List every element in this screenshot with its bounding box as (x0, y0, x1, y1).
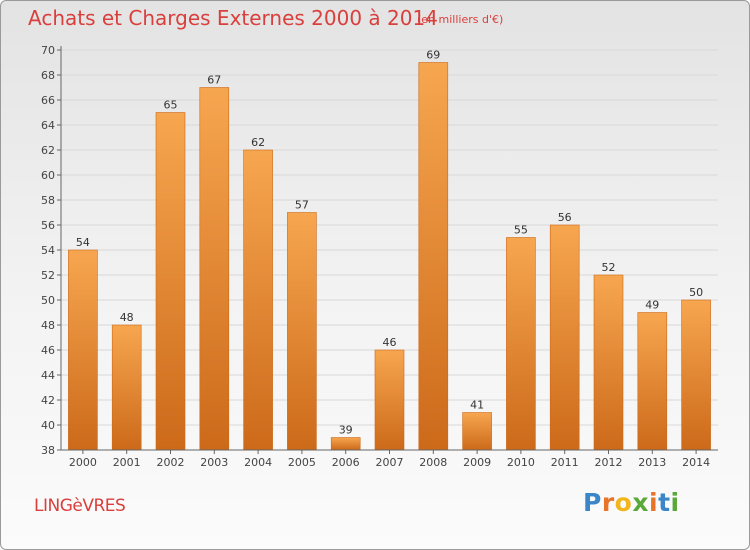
data-label: 55 (514, 224, 528, 237)
x-tick-label: 2009 (463, 456, 491, 469)
data-label: 65 (164, 99, 178, 112)
y-axis-ticks: 38 40 42 44 46 48 50 52 54 56 58 60 62 64 66 68 70 (41, 44, 61, 457)
x-tick-label: 2004 (244, 456, 272, 469)
x-tick-label: 2003 (200, 456, 228, 469)
x-tick-label: 2013 (638, 456, 666, 469)
x-tick-label: 2010 (507, 456, 535, 469)
bar (506, 237, 536, 451)
data-labels: 54 48 65 67 62 57 39 46 69 41 55 56 52 49 50 (76, 49, 703, 437)
data-label: 57 (295, 199, 309, 212)
y-tick-label: 42 (41, 394, 55, 407)
bar (374, 349, 405, 451)
y-tick-label: 44 (41, 369, 55, 382)
bar (199, 87, 230, 451)
bar (68, 249, 98, 451)
logo-letter: t (658, 488, 671, 517)
x-tick-label: 2008 (419, 456, 447, 469)
data-label: 67 (207, 74, 221, 87)
x-tick-label: 2005 (288, 456, 316, 469)
logo-letter: o (614, 488, 633, 517)
data-label: 52 (602, 261, 616, 274)
y-tick-label: 66 (41, 94, 55, 107)
proxiti-logo: Proxiti (583, 488, 680, 517)
x-tick-label: 2002 (157, 456, 185, 469)
logo-letter: i (670, 488, 680, 517)
data-label: 69 (426, 49, 440, 62)
data-label: 54 (76, 236, 90, 249)
bar (637, 312, 668, 451)
y-tick-label: 50 (41, 294, 55, 307)
logo-letter: x (632, 488, 649, 517)
data-label: 46 (383, 336, 397, 349)
y-tick-label: 40 (41, 419, 55, 432)
y-tick-label: 38 (41, 444, 55, 457)
data-label: 62 (251, 136, 265, 149)
x-tick-label: 2006 (332, 456, 360, 469)
data-label: 39 (339, 424, 353, 437)
bar (243, 149, 273, 451)
y-tick-label: 54 (41, 244, 55, 257)
data-label: 49 (645, 299, 659, 312)
y-tick-label: 52 (41, 269, 55, 282)
bar (418, 62, 449, 451)
y-tick-label: 68 (41, 69, 55, 82)
x-tick-label: 2001 (113, 456, 141, 469)
commune-name: LINGèVRES (34, 496, 126, 516)
logo-letter: i (649, 488, 659, 517)
x-tick-label: 2011 (551, 456, 579, 469)
data-label: 56 (558, 211, 572, 224)
x-tick-label: 2014 (682, 456, 710, 469)
bar (549, 224, 580, 451)
data-label: 48 (120, 311, 134, 324)
bar (111, 324, 142, 451)
y-tick-label: 62 (41, 144, 55, 157)
x-axis-ticks: 2000 2001 2002 2003 2004 2005 2006 2007 2008 2009… (69, 450, 710, 469)
y-tick-label: 48 (41, 319, 55, 332)
bar (330, 437, 361, 451)
bar (155, 112, 186, 451)
logo-letter: P (583, 488, 602, 517)
bar (681, 299, 711, 451)
bar (462, 412, 492, 451)
chart-title: Achats et Charges Externes 2000 à 2014 (28, 6, 438, 30)
x-tick-label: 2007 (376, 456, 404, 469)
data-label: 41 (470, 399, 484, 412)
y-tick-label: 64 (41, 119, 55, 132)
bar (593, 274, 624, 451)
x-tick-label: 2012 (595, 456, 623, 469)
bar (287, 212, 317, 451)
y-tick-label: 60 (41, 169, 55, 182)
chart-subtitle: (en milliers d'€) (417, 13, 504, 26)
x-tick-label: 2000 (69, 456, 97, 469)
y-tick-label: 46 (41, 344, 55, 357)
logo-letter: r (601, 488, 615, 517)
data-label: 50 (689, 286, 703, 299)
y-tick-label: 58 (41, 194, 55, 207)
y-tick-label: 70 (41, 44, 55, 57)
y-tick-label: 56 (41, 219, 55, 232)
bars (68, 62, 711, 451)
